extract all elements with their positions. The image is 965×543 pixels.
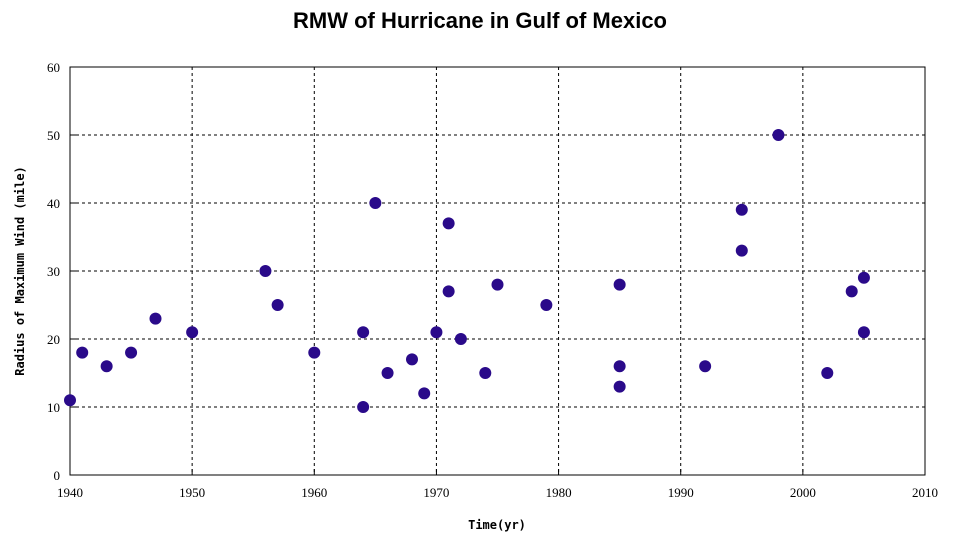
data-point [613,278,626,291]
data-point [418,387,431,400]
data-point [357,401,370,413]
data-point [613,380,626,393]
data-point [259,265,272,277]
y-axis-label: Radius of Maximum Wind (mile) [13,166,27,376]
y-tick-label: 20 [47,332,60,347]
data-point [308,346,321,359]
data-point [857,271,870,284]
data-point [406,353,418,366]
y-tick-label: 30 [47,264,60,279]
data-point [149,312,162,325]
data-point [735,244,748,257]
data-point [442,285,455,298]
data-point [845,285,858,298]
data-point [369,197,382,209]
y-tick-label: 10 [47,400,60,415]
data-point [613,360,626,373]
data-point [735,203,748,216]
x-tick-label: 1980 [546,485,572,500]
data-point [125,346,138,359]
data-point [76,346,89,359]
x-tick-label: 1960 [301,485,327,500]
x-tick-label: 1950 [179,485,205,500]
data-point [100,360,113,373]
tick-layer: 1940 1950 1960 1970 1980 1990 2000 2010 0 10 20 30 4… [47,60,938,500]
data-point [442,217,455,230]
y-tick-label: 0 [54,468,61,483]
data-point [491,278,504,291]
data-point [64,394,76,407]
data-point [479,367,492,379]
x-tick-label: 1940 [57,485,83,500]
x-tick-label: 2000 [790,485,816,500]
y-tick-label: 50 [47,128,60,143]
y-tick-label: 40 [47,196,60,211]
point-layer [64,129,870,413]
data-point [454,333,467,345]
data-point [430,326,443,339]
x-tick-label: 1990 [668,485,694,500]
chart-title: RMW of Hurricane in Gulf of Mexico [293,8,667,33]
data-point [271,299,284,311]
data-point [857,326,870,339]
data-point [772,129,785,141]
data-point [381,367,394,379]
data-point [821,367,834,379]
data-point [357,326,370,339]
data-point [540,299,553,311]
grid-layer [70,67,925,475]
x-tick-label: 1970 [423,485,449,500]
x-tick-label: 2010 [912,485,938,500]
x-axis-label: Time(yr) [468,518,526,532]
data-point [699,360,712,373]
data-point [186,326,199,339]
y-tick-label: 60 [47,60,60,75]
